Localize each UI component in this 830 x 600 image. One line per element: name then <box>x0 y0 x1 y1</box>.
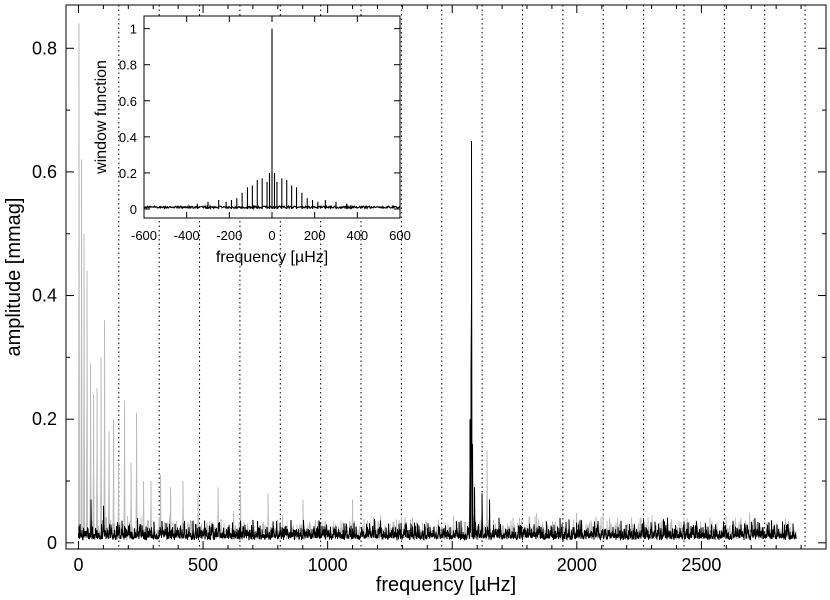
inset-x-axis-label: frequency [µHz] <box>216 249 328 266</box>
inset-y-axis-label: window function <box>93 60 110 175</box>
inset-y-tick-label-2: 0.4 <box>119 130 137 145</box>
inset-axis-ticks: -600 -400 -200 0 200 400 600 0 0.2 0.4 0.6 0.8 1 <box>119 16 411 243</box>
inset-x-tick-label-2: -200 <box>216 228 242 243</box>
inset-window-function: -600 -400 -200 0 200 400 600 0 0.2 0.4 0.6 0.8 1 fre… <box>93 15 411 266</box>
inset-x-tick-label-5: 400 <box>346 228 368 243</box>
spectrum-series <box>78 23 797 542</box>
inset-y-tick-label-0: 0 <box>130 202 137 217</box>
inset-x-tick-label-1: -400 <box>174 228 200 243</box>
inset-x-tick-label-6: 600 <box>389 228 411 243</box>
y-tick-label-3: 0.6 <box>32 162 57 182</box>
y-tick-label-1: 0.2 <box>32 409 57 429</box>
x-tick-label-1: 500 <box>188 555 218 575</box>
x-axis-label: frequency [µHz] <box>376 574 516 596</box>
inset-y-tick-label-5: 1 <box>130 22 137 37</box>
x-tick-label-5: 2500 <box>681 555 721 575</box>
y-tick-label-2: 0.4 <box>32 286 57 306</box>
x-tick-label-2: 1000 <box>308 555 348 575</box>
y-tick-label-0: 0 <box>47 533 57 553</box>
inset-y-tick-label-3: 0.6 <box>119 94 137 109</box>
inset-y-tick-label-1: 0.2 <box>119 166 137 181</box>
x-tick-label-3: 1500 <box>432 555 472 575</box>
y-tick-label-4: 0.8 <box>32 38 57 58</box>
spectrum-series-1 <box>78 140 797 542</box>
inset-x-tick-label-3: 0 <box>268 228 275 243</box>
inset-x-tick-label-0: -600 <box>131 228 157 243</box>
inset-x-tick-label-4: 200 <box>304 228 326 243</box>
x-tick-label-0: 0 <box>73 555 83 575</box>
inset-window-series <box>144 28 400 211</box>
y-axis-label: amplitude [mmag] <box>3 198 25 357</box>
inset-y-tick-label-4: 0.8 <box>119 58 137 73</box>
x-tick-label-4: 2000 <box>557 555 597 575</box>
spectrum-series-0 <box>78 23 797 541</box>
